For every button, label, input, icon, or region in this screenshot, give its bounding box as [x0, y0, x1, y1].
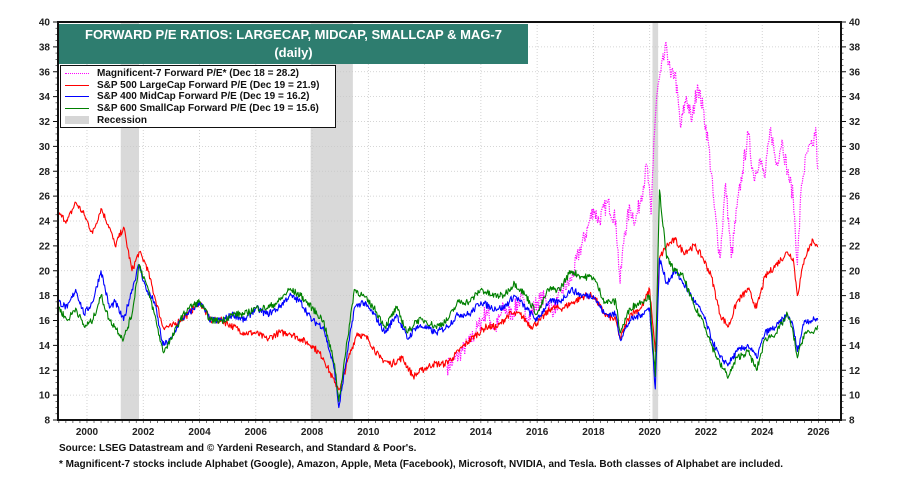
- y-tick-label-left: 24: [39, 217, 51, 228]
- y-tick-label-left: 20: [39, 266, 51, 277]
- y-tick-label-left: 10: [39, 391, 51, 402]
- y-tick-label-right: 8: [849, 416, 855, 427]
- x-tick-label: 2022: [695, 427, 718, 438]
- y-tick-label-left: 28: [39, 167, 51, 178]
- x-tick-label: 2004: [188, 427, 211, 438]
- y-tick-label-left: 22: [39, 241, 51, 252]
- legend-label: S&P 500 LargeCap Forward P/E (Dec 19 = 2…: [97, 79, 320, 91]
- y-tick-label-right: 26: [849, 192, 861, 203]
- y-tick-label-right: 24: [849, 217, 861, 228]
- legend-label: S&P 600 SmallCap Forward P/E (Dec 19 = 1…: [97, 103, 319, 115]
- y-tick-label-left: 26: [39, 192, 51, 203]
- y-tick-label-right: 34: [849, 92, 861, 103]
- y-tick-label-left: 32: [39, 117, 51, 128]
- y-tick-label-right: 22: [849, 241, 861, 252]
- y-tick-label-right: 36: [849, 67, 861, 78]
- legend-swatch-sp500: [65, 84, 89, 86]
- y-tick-label-left: 12: [39, 366, 51, 377]
- y-tick-label-right: 40: [849, 18, 861, 29]
- y-tick-label-left: 38: [39, 42, 51, 53]
- legend-item-recession: Recession: [65, 114, 331, 126]
- y-tick-label-left: 8: [44, 416, 50, 427]
- legend: Magnificent-7 Forward P/E* (Dec 18 = 28.…: [60, 65, 336, 128]
- x-tick-label: 2014: [470, 427, 493, 438]
- legend-item-mag7: Magnificent-7 Forward P/E* (Dec 18 = 28.…: [65, 68, 331, 80]
- legend-label: Magnificent-7 Forward P/E* (Dec 18 = 28.…: [97, 68, 300, 80]
- y-tick-label-right: 28: [849, 167, 861, 178]
- chart-title: FORWARD P/E RATIOS: LARGECAP, MIDCAP, SM…: [85, 27, 502, 42]
- footnote: * Magnificent-7 stocks include Alphabet …: [59, 459, 783, 470]
- x-tick-label: 2006: [245, 427, 268, 438]
- series-line-mag7: [446, 41, 819, 376]
- x-tick-label: 2018: [582, 427, 605, 438]
- legend-label: Recession: [97, 114, 148, 126]
- x-tick-label: 2010: [357, 427, 380, 438]
- legend-swatch-sp400: [65, 96, 89, 98]
- y-tick-label-right: 12: [849, 366, 861, 377]
- y-tick-label-left: 40: [39, 18, 51, 29]
- y-tick-label-right: 14: [849, 341, 861, 352]
- x-tick-label: 2020: [639, 427, 662, 438]
- legend-swatch-mag7: [65, 73, 89, 75]
- y-tick-label-left: 34: [39, 92, 51, 103]
- x-tick-label: 2008: [301, 427, 324, 438]
- x-tick-label: 2026: [807, 427, 830, 438]
- y-tick-label-right: 18: [849, 291, 861, 302]
- y-tick-label-left: 14: [39, 341, 51, 352]
- y-tick-label-left: 18: [39, 291, 51, 302]
- legend-swatch-recession: [65, 116, 89, 125]
- legend-swatch-sp600: [65, 108, 89, 110]
- x-tick-label: 2024: [751, 427, 774, 438]
- legend-item-sp400: S&P 400 MidCap Forward P/E (Dec 19 = 16.…: [65, 91, 331, 103]
- x-tick-label: 2002: [132, 427, 155, 438]
- chart-subtitle: (daily): [274, 45, 313, 60]
- y-tick-label-right: 30: [849, 142, 861, 153]
- chart-title-box: FORWARD P/E RATIOS: LARGECAP, MIDCAP, SM…: [59, 24, 528, 64]
- source-note: Source: LSEG Datastream and © Yardeni Re…: [59, 443, 417, 454]
- legend-item-sp600: S&P 600 SmallCap Forward P/E (Dec 19 = 1…: [65, 103, 331, 115]
- series-lines: [58, 41, 819, 409]
- y-tick-label-right: 38: [849, 42, 861, 53]
- series-line-sp600: [58, 189, 819, 402]
- legend-item-sp500: S&P 500 LargeCap Forward P/E (Dec 19 = 2…: [65, 80, 331, 92]
- legend-label: S&P 400 MidCap Forward P/E (Dec 19 = 16.…: [97, 91, 310, 103]
- y-tick-label-left: 30: [39, 142, 51, 153]
- x-tick-label: 2012: [413, 427, 436, 438]
- x-tick-label: 2000: [76, 427, 99, 438]
- y-tick-label-right: 10: [849, 391, 861, 402]
- y-tick-label-left: 16: [39, 316, 51, 327]
- y-tick-label-right: 16: [849, 316, 861, 327]
- x-tick-label: 2016: [526, 427, 549, 438]
- y-tick-label-right: 20: [849, 266, 861, 277]
- y-tick-label-left: 36: [39, 67, 51, 78]
- plot-frame: [57, 21, 842, 421]
- y-tick-label-right: 32: [849, 117, 861, 128]
- series-line-sp500: [58, 201, 819, 391]
